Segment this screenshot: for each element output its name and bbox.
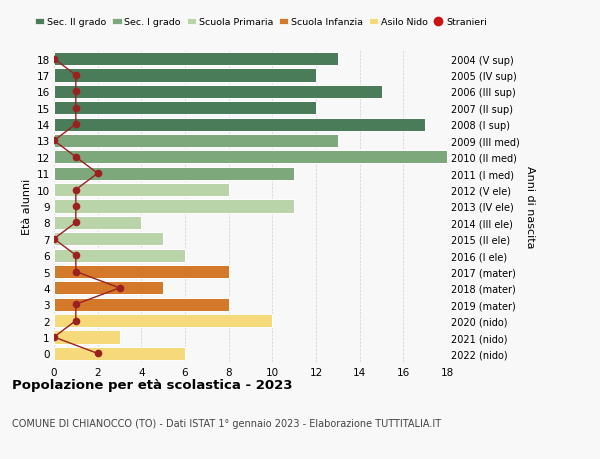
Text: COMUNE DI CHIANOCCO (TO) - Dati ISTAT 1° gennaio 2023 - Elaborazione TUTTITALIA.: COMUNE DI CHIANOCCO (TO) - Dati ISTAT 1°… [12,418,441,428]
Bar [54,151,447,164]
Legend: Sec. II grado, Sec. I grado, Scuola Primaria, Scuola Infanzia, Asilo Nido, Stran: Sec. II grado, Sec. I grado, Scuola Prim… [31,15,491,31]
Bar [54,184,229,197]
Bar [54,102,316,115]
Bar [54,53,338,66]
Bar [54,265,229,279]
Bar [54,86,382,99]
Bar [54,200,294,213]
Y-axis label: Età alunni: Età alunni [22,179,32,235]
Bar [54,134,338,148]
Y-axis label: Anni di nascita: Anni di nascita [526,165,535,248]
Text: Popolazione per età scolastica - 2023: Popolazione per età scolastica - 2023 [12,379,293,392]
Bar [54,314,272,327]
Bar [54,69,316,82]
Bar [54,282,163,295]
Bar [54,331,119,344]
Bar [54,249,185,262]
Bar [54,233,163,246]
Bar [54,118,425,131]
Bar [54,347,185,360]
Bar [54,298,229,311]
Bar [54,168,294,180]
Bar [54,216,142,230]
